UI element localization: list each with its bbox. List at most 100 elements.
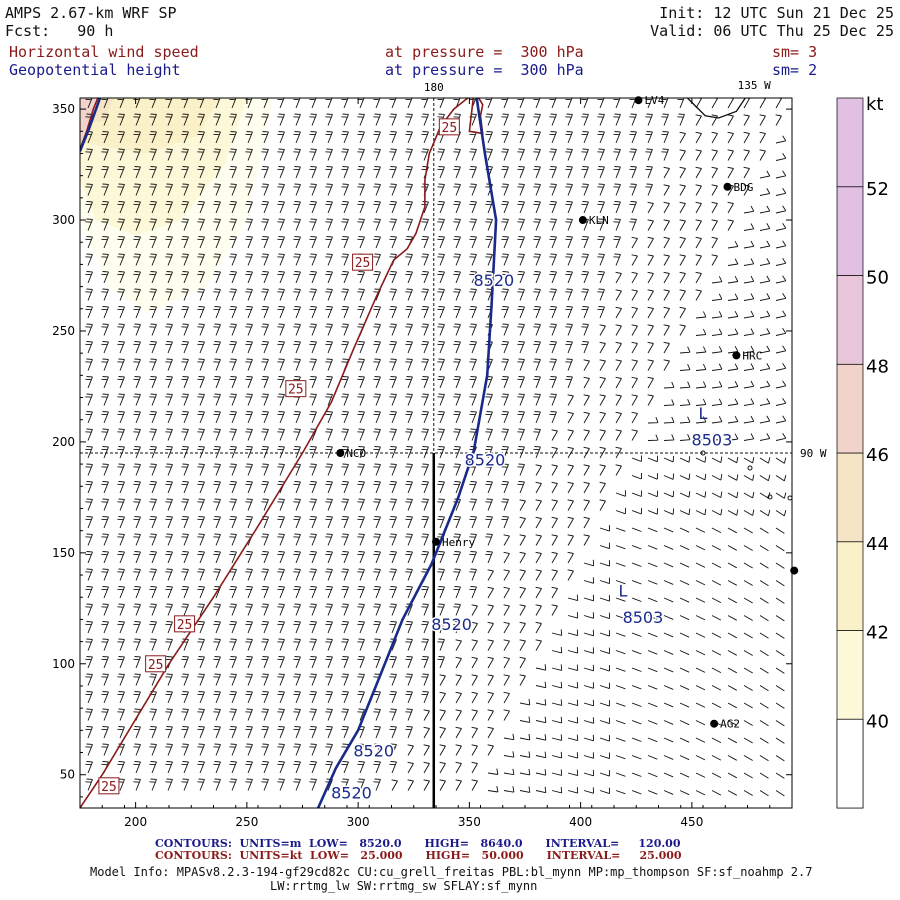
wind-barb bbox=[133, 743, 141, 756]
wind-barb bbox=[775, 545, 785, 552]
wind-barb bbox=[631, 289, 638, 301]
wind-barb bbox=[679, 650, 690, 656]
wind-barb bbox=[645, 148, 653, 161]
valid-time: Valid: 06 UTC Thu 25 Dec 25 bbox=[650, 22, 894, 40]
station-dot bbox=[732, 351, 741, 360]
wind-barb bbox=[101, 376, 109, 389]
wind-barb bbox=[759, 509, 771, 517]
wind-barb bbox=[405, 428, 413, 441]
wind-barb bbox=[679, 702, 690, 708]
wind-barb bbox=[261, 341, 269, 354]
wind-barb bbox=[759, 310, 771, 319]
wind-barb bbox=[727, 772, 738, 779]
wind-barb bbox=[599, 577, 610, 585]
wind-barb bbox=[695, 219, 702, 231]
wind-barb bbox=[101, 621, 109, 634]
wind-barb bbox=[245, 341, 253, 354]
wind-barb bbox=[469, 551, 477, 564]
wind-barb bbox=[549, 358, 557, 371]
wind-barb bbox=[261, 166, 269, 179]
wind-barb bbox=[341, 638, 349, 651]
wind-barb bbox=[775, 187, 787, 196]
wind-barb bbox=[277, 98, 285, 109]
wind-barb bbox=[615, 755, 626, 760]
wind-barb bbox=[117, 498, 125, 511]
station-dot bbox=[634, 96, 643, 105]
wind-barb bbox=[325, 516, 333, 529]
wind-barb bbox=[165, 761, 173, 774]
wind-barb bbox=[631, 254, 638, 266]
wind-barb bbox=[389, 446, 397, 459]
wind-barb bbox=[647, 720, 658, 725]
wind-barb bbox=[775, 415, 787, 424]
wind-barb bbox=[325, 306, 333, 319]
wind-barb bbox=[503, 656, 510, 669]
wind-barb bbox=[133, 131, 141, 144]
wind-barb bbox=[357, 708, 365, 721]
wind-barb bbox=[245, 778, 253, 791]
wind-barb bbox=[647, 359, 654, 371]
wind-barb bbox=[631, 527, 642, 532]
wind-barb bbox=[613, 148, 621, 161]
wind-barb bbox=[213, 201, 221, 214]
station-marker: AG2 bbox=[710, 718, 740, 731]
wind-barb bbox=[309, 218, 317, 231]
wind-barb bbox=[389, 166, 397, 179]
wind-barb bbox=[437, 393, 445, 406]
wind-barb bbox=[485, 131, 493, 144]
wind-barb bbox=[743, 755, 753, 761]
wind-barb bbox=[677, 113, 685, 126]
wind-barb bbox=[567, 429, 574, 441]
wind-barb bbox=[421, 551, 429, 564]
wind-barb bbox=[165, 253, 173, 266]
field2-level: at pressure = 300 hPa bbox=[385, 61, 584, 79]
wind-barb bbox=[389, 481, 397, 494]
wind-barb bbox=[743, 131, 750, 144]
wind-barb bbox=[727, 98, 734, 109]
wind-barb bbox=[373, 568, 381, 581]
wind-barb bbox=[599, 700, 610, 707]
wind-barb bbox=[501, 201, 509, 214]
wind-barb bbox=[277, 393, 285, 406]
wind-barb bbox=[647, 236, 654, 249]
wind-barb bbox=[551, 499, 558, 511]
wind-barb bbox=[245, 726, 253, 739]
wind-barb bbox=[469, 166, 477, 179]
wind-barb bbox=[357, 131, 365, 144]
wind-barb bbox=[133, 393, 141, 406]
wind-barb bbox=[695, 236, 702, 249]
wind-barb bbox=[727, 491, 739, 499]
wind-barb bbox=[101, 673, 109, 686]
wind-barb bbox=[567, 769, 579, 777]
wind-barb bbox=[389, 393, 397, 406]
wind-barb bbox=[197, 463, 205, 476]
wind-barb bbox=[567, 569, 574, 581]
wind-barb bbox=[581, 236, 589, 249]
wind-barb bbox=[453, 551, 461, 564]
wind-barb bbox=[213, 253, 221, 266]
wind-barb bbox=[775, 362, 787, 371]
wind-barb bbox=[517, 166, 525, 179]
wind-barb bbox=[549, 218, 557, 231]
wind-barb bbox=[293, 236, 301, 249]
wind-barb bbox=[663, 455, 675, 463]
wind-barb bbox=[117, 568, 125, 581]
wind-barb bbox=[149, 428, 157, 441]
wind-barb bbox=[181, 568, 189, 581]
wind-barb bbox=[245, 428, 253, 441]
wind-barb bbox=[533, 148, 541, 161]
wind-barb bbox=[389, 691, 397, 704]
wind-barb bbox=[85, 288, 93, 301]
wind-barb bbox=[743, 258, 755, 266]
wind-barb bbox=[133, 498, 141, 511]
wind-barb bbox=[341, 323, 349, 336]
wind-barb bbox=[309, 743, 317, 756]
wind-barb bbox=[325, 673, 333, 686]
wind-barb bbox=[229, 603, 237, 616]
wind-barb bbox=[341, 183, 349, 196]
wind-barb bbox=[471, 744, 478, 756]
wind-barb bbox=[501, 481, 509, 494]
wind-barb bbox=[421, 393, 429, 406]
wind-barb bbox=[503, 691, 510, 704]
wind-barb bbox=[117, 183, 125, 196]
